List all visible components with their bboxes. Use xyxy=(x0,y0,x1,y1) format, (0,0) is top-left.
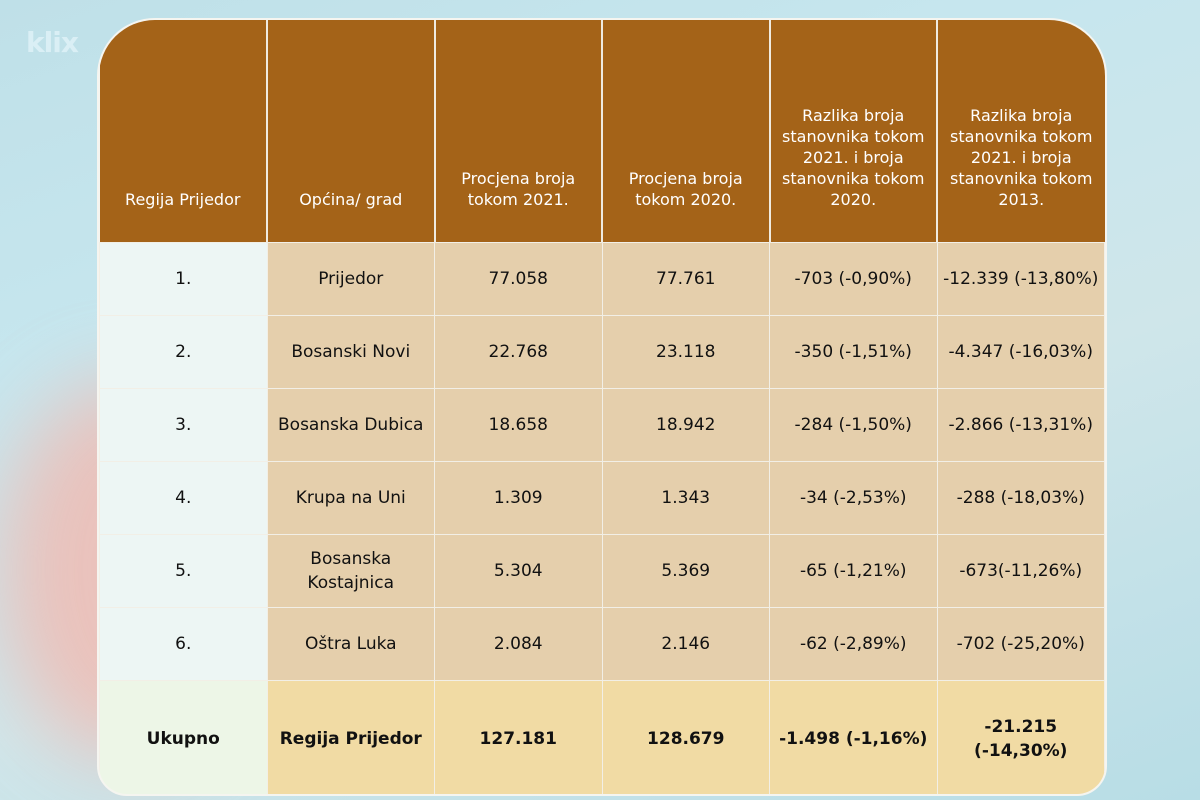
table-row: 6. Oštra Luka 2.084 2.146 -62 (-2,89%) -702 (… xyxy=(99,606,1105,681)
table-cell: 1.343 xyxy=(601,460,770,535)
table-cell: Krupa na Uni xyxy=(266,460,435,535)
table-cell: 5.304 xyxy=(434,533,603,608)
table-cell: Bosanski Novi xyxy=(266,314,435,389)
table-cell: -12.339 (-13,80%) xyxy=(936,241,1105,316)
column-header: Razlika broja stanovnika tokom 2021. i b… xyxy=(769,20,938,242)
table-cell: -288 (-18,03%) xyxy=(936,460,1105,535)
table-cell: Bosanska Dubica xyxy=(266,387,435,462)
column-header: Procjena broja tokom 2021. xyxy=(434,20,603,242)
table-cell: 2.084 xyxy=(434,606,603,681)
table-cell: 2.146 xyxy=(601,606,770,681)
table-cell: 3. xyxy=(99,387,268,462)
table-cell: -702 (-25,20%) xyxy=(936,606,1105,681)
table-cell: -65 (-1,21%) xyxy=(769,533,938,608)
table-cell: 18.942 xyxy=(601,387,770,462)
table-row: 4. Krupa na Uni 1.309 1.343 -34 (-2,53%) -288… xyxy=(99,460,1105,535)
column-header: Razlika broja stanovnika tokom 2021. i b… xyxy=(937,20,1105,242)
column-header: Regija Prijedor xyxy=(99,20,268,242)
table-cell: -34 (-2,53%) xyxy=(769,460,938,535)
table-cell: 5.369 xyxy=(601,533,770,608)
table-cell: Ukupno xyxy=(99,679,268,794)
klix-logo: klix xyxy=(26,26,79,59)
table-cell: -4.347 (-16,03%) xyxy=(936,314,1105,389)
table-cell: -1.498 (-1,16%) xyxy=(769,679,938,794)
table-cell: -350 (-1,51%) xyxy=(769,314,938,389)
table-cell: -62 (-2,89%) xyxy=(769,606,938,681)
table-cell: 23.118 xyxy=(601,314,770,389)
table-row: 1. Prijedor 77.058 77.761 -703 (-0,90%) -12.3… xyxy=(99,241,1105,316)
table-cell: 6. xyxy=(99,606,268,681)
header-row: Regija Prijedor Općina/ grad Procjena broj… xyxy=(99,20,1105,242)
table-cell: 77.058 xyxy=(434,241,603,316)
table-cell: -284 (-1,50%) xyxy=(769,387,938,462)
table-cell: 127.181 xyxy=(434,679,603,794)
table-cell: Regija Prijedor xyxy=(266,679,435,794)
table-cell: -2.866 (-13,31%) xyxy=(936,387,1105,462)
table-cell: 2. xyxy=(99,314,268,389)
column-header: Općina/ grad xyxy=(267,20,436,242)
table-cell: 18.658 xyxy=(434,387,603,462)
table-cell: 4. xyxy=(99,460,268,535)
table-cell: 128.679 xyxy=(601,679,770,794)
table-cell: Bosanska Kostajnica xyxy=(266,533,435,608)
table-cell: -21.215 (-14,30%) xyxy=(936,679,1105,794)
total-row: Ukupno Regija Prijedor 127.181 128.679 -1.49… xyxy=(99,679,1105,794)
population-table: Regija Prijedor Općina/ grad Procjena broj… xyxy=(97,18,1107,796)
table-row: 5. Bosanska Kostajnica 5.304 5.369 -65 (-1,2… xyxy=(99,533,1105,608)
table-cell: 1. xyxy=(99,241,268,316)
table-cell: -703 (-0,90%) xyxy=(769,241,938,316)
table-cell: 22.768 xyxy=(434,314,603,389)
table-cell: Oštra Luka xyxy=(266,606,435,681)
table-row: 2. Bosanski Novi 22.768 23.118 -350 (-1,51%)… xyxy=(99,314,1105,389)
table-row: 3. Bosanska Dubica 18.658 18.942 -284 (-1,50… xyxy=(99,387,1105,462)
column-header: Procjena broja tokom 2020. xyxy=(602,20,771,242)
table-cell: 1.309 xyxy=(434,460,603,535)
table-cell: Prijedor xyxy=(266,241,435,316)
table-cell: 5. xyxy=(99,533,268,608)
table-cell: 77.761 xyxy=(601,241,770,316)
table-cell: -673(-11,26%) xyxy=(936,533,1105,608)
